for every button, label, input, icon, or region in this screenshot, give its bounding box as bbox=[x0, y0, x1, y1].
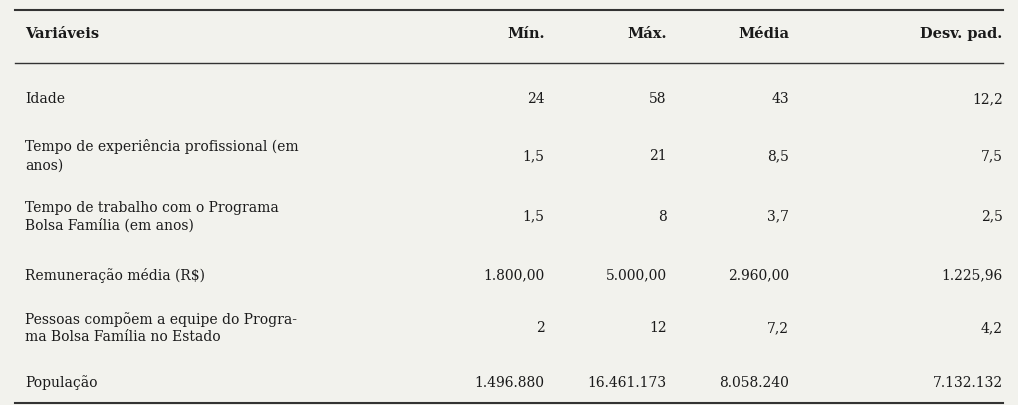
Text: 58: 58 bbox=[649, 92, 667, 106]
Text: Variáveis: Variáveis bbox=[25, 28, 100, 41]
Text: Idade: Idade bbox=[25, 92, 65, 106]
Text: 2: 2 bbox=[535, 321, 545, 335]
Text: 1.225,96: 1.225,96 bbox=[942, 269, 1003, 282]
Text: 1,5: 1,5 bbox=[522, 149, 545, 163]
Text: Remuneração média (R$): Remuneração média (R$) bbox=[25, 268, 206, 283]
Text: 3,7: 3,7 bbox=[767, 210, 789, 224]
Text: 12,2: 12,2 bbox=[972, 92, 1003, 106]
Text: 12: 12 bbox=[649, 321, 667, 335]
Text: 2.960,00: 2.960,00 bbox=[728, 269, 789, 282]
Text: 1,5: 1,5 bbox=[522, 210, 545, 224]
Text: 21: 21 bbox=[649, 149, 667, 163]
Text: População: População bbox=[25, 375, 98, 390]
Text: Tempo de trabalho com o Programa
Bolsa Família (em anos): Tempo de trabalho com o Programa Bolsa F… bbox=[25, 200, 279, 233]
Text: 4,2: 4,2 bbox=[980, 321, 1003, 335]
Text: Tempo de experiência profissional (em
anos): Tempo de experiência profissional (em an… bbox=[25, 139, 299, 173]
Text: Desv. pad.: Desv. pad. bbox=[920, 28, 1003, 41]
Text: Média: Média bbox=[738, 28, 789, 41]
Text: Pessoas compõem a equipe do Progra-
ma Bolsa Família no Estado: Pessoas compõem a equipe do Progra- ma B… bbox=[25, 312, 297, 344]
Text: 5.000,00: 5.000,00 bbox=[606, 269, 667, 282]
Text: Mín.: Mín. bbox=[507, 28, 545, 41]
Text: Máx.: Máx. bbox=[627, 28, 667, 41]
Text: 43: 43 bbox=[772, 92, 789, 106]
Text: 1.496.880: 1.496.880 bbox=[474, 376, 545, 390]
Text: 16.461.173: 16.461.173 bbox=[587, 376, 667, 390]
Text: 7,5: 7,5 bbox=[980, 149, 1003, 163]
Text: 8: 8 bbox=[658, 210, 667, 224]
Text: 7.132.132: 7.132.132 bbox=[932, 376, 1003, 390]
Text: 8,5: 8,5 bbox=[768, 149, 789, 163]
Text: 7,2: 7,2 bbox=[767, 321, 789, 335]
Text: 8.058.240: 8.058.240 bbox=[719, 376, 789, 390]
Text: 1.800,00: 1.800,00 bbox=[484, 269, 545, 282]
Text: 24: 24 bbox=[527, 92, 545, 106]
Text: 2,5: 2,5 bbox=[981, 210, 1003, 224]
